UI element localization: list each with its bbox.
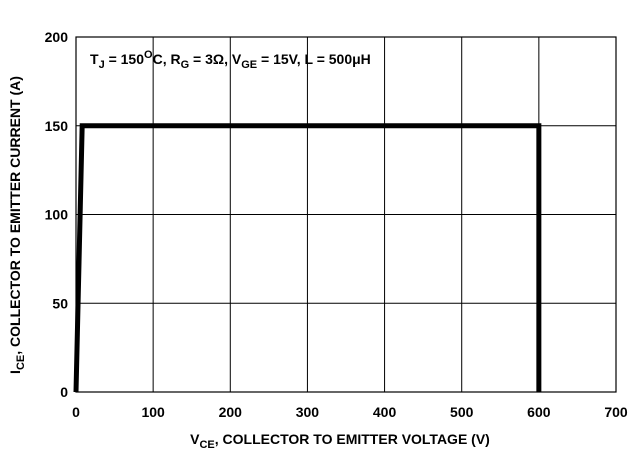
y-tick-label: 150 [45, 118, 69, 134]
series-layer [73, 123, 542, 393]
y-tick-labels: 0 50 100 150 200 [45, 29, 69, 400]
x-tick-label: 0 [72, 404, 80, 420]
x-tick-label: 500 [450, 404, 474, 420]
x-axis-label: VCE, COLLECTOR TO EMITTER VOLTAGE (V) [190, 431, 490, 449]
y-tick-label: 200 [45, 29, 69, 45]
x-tick-label: 300 [296, 404, 320, 420]
y-axis-label: ICE, COLLECTOR TO EMITTER CURRENT (A) [7, 76, 27, 374]
y-tick-label: 0 [60, 384, 68, 400]
annotation-conditions: TJ = 150OC, RG = 3Ω, VGE = 15V, L = 500μ… [90, 49, 371, 71]
y-tick-label: 50 [52, 295, 68, 311]
grid [76, 37, 616, 392]
x-tick-label: 600 [527, 404, 551, 420]
x-tick-labels: 0 100 200 300 400 500 600 700 [72, 404, 628, 420]
x-tick-label: 700 [604, 404, 628, 420]
x-tick-label: 100 [141, 404, 165, 420]
x-tick-label: 400 [373, 404, 397, 420]
x-tick-label: 200 [219, 404, 243, 420]
series-line-0 [73, 123, 542, 393]
y-tick-label: 100 [45, 207, 69, 223]
plot-frame [75, 36, 617, 393]
